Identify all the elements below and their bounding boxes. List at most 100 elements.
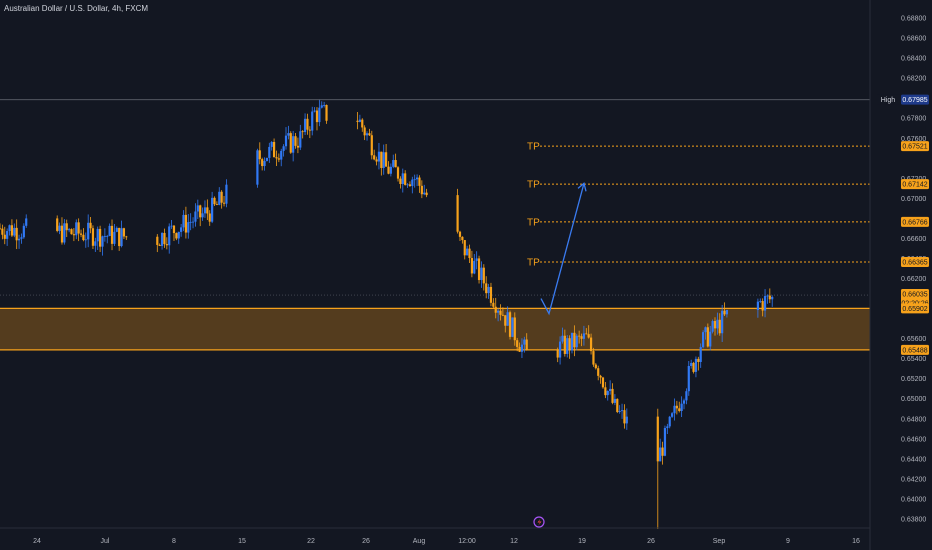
time-tick-label: 26: [362, 538, 370, 545]
candle: [475, 251, 478, 270]
candle-body: [585, 333, 588, 335]
candle-body: [504, 315, 507, 326]
candle: [318, 99, 321, 127]
candle-body: [8, 225, 11, 232]
candle: [265, 157, 269, 162]
candle-body: [699, 347, 702, 362]
candle-body: [604, 387, 607, 396]
candle-body: [473, 260, 476, 274]
candle-body: [606, 390, 609, 396]
candle-body: [358, 119, 361, 122]
price-tick-label: 0.64400: [901, 456, 926, 463]
tp-label: TP: [527, 257, 540, 268]
candle-body: [678, 408, 681, 411]
candle-body: [0, 228, 2, 230]
candle-body: [468, 248, 471, 259]
candle-body: [763, 296, 767, 311]
candle-body: [172, 225, 176, 234]
demand-zone[interactable]: [0, 307, 870, 351]
candle: [272, 138, 276, 158]
candle-body: [668, 416, 671, 427]
candle-body: [597, 368, 600, 376]
time-tick-label: 12: [510, 538, 518, 545]
candle: [125, 235, 128, 240]
candle: [368, 128, 371, 137]
candle-body: [63, 223, 66, 243]
candle: [466, 245, 469, 256]
candle: [499, 304, 502, 321]
candle: [89, 217, 92, 234]
candle: [108, 223, 111, 237]
candle-body: [311, 111, 314, 131]
candle-body: [72, 234, 75, 236]
time-axis[interactable]: 24 Jul 8 15 22 26 Aug 12:00 12 19 26 Sep 9 16: [33, 516, 860, 545]
candle-body: [313, 110, 316, 112]
zone-bottom-price-tag: 0.65488: [902, 347, 927, 354]
candle-body: [656, 416, 659, 462]
zone-bottom-price-tag-bg: [901, 344, 929, 355]
candle-body: [594, 364, 597, 369]
price-axis[interactable]: 0.68800 0.68600 0.68400 0.68200 0.67800 0.676…: [901, 16, 926, 524]
candle-body: [373, 155, 376, 160]
candle: [580, 333, 583, 347]
candle: [75, 219, 78, 240]
candle: [311, 106, 314, 136]
candle-body: [718, 319, 721, 334]
candle: [172, 225, 176, 242]
candle-body: [158, 244, 161, 246]
tp-label: TP: [527, 180, 540, 191]
candle-body: [523, 339, 526, 345]
candle-body: [211, 197, 214, 222]
candle: [206, 199, 209, 221]
candle-body: [315, 110, 319, 123]
candle-body: [258, 150, 261, 160]
tp3-price-tag-bg: [901, 216, 929, 227]
price-tick-label: 0.68200: [901, 76, 926, 83]
candle-body: [118, 227, 121, 247]
price-tick-label: 0.67600: [901, 136, 926, 143]
candle: [180, 223, 183, 237]
candle-body: [675, 405, 678, 409]
candle-body: [625, 416, 628, 424]
candle: [578, 330, 581, 344]
candle-body: [592, 351, 595, 365]
candle: [520, 338, 524, 359]
candle-body: [356, 120, 359, 122]
symbol-title: Australian Dollar / U.S. Dollar, 4h, FXC…: [4, 4, 149, 13]
candle: [623, 404, 626, 429]
candle-body: [318, 107, 321, 123]
candle-body: [687, 366, 690, 392]
candle: [358, 114, 361, 123]
candle-body: [563, 335, 566, 354]
price-tick-label: 0.65400: [901, 356, 926, 363]
candle-body: [106, 236, 109, 237]
candle-body: [103, 236, 106, 237]
candle-body: [711, 321, 714, 332]
candle: [716, 312, 719, 335]
candle: [320, 101, 323, 109]
price-tick-label: 0.66600: [901, 236, 926, 243]
candle-body: [701, 332, 705, 348]
candle: [671, 412, 674, 418]
candle-body: [709, 331, 712, 347]
candle-body: [389, 166, 392, 174]
candle: [594, 363, 597, 370]
candle: [718, 313, 721, 336]
candle: [1, 224, 4, 240]
candle-body: [375, 159, 378, 162]
lightning-icon-ring: [533, 516, 545, 528]
candle: [3, 226, 6, 245]
candle-body: [392, 160, 395, 167]
time-tick-label: Aug: [413, 538, 426, 545]
candle-body: [568, 338, 571, 351]
candle: [373, 149, 376, 161]
candle: [301, 130, 304, 139]
candle-body: [263, 160, 266, 167]
chart-overlays: TP TP TP TP: [0, 99, 870, 316]
candle-body: [99, 228, 102, 247]
candle: [618, 405, 621, 414]
candle-body: [17, 238, 21, 241]
candle: [289, 131, 292, 154]
candle: [699, 343, 702, 368]
